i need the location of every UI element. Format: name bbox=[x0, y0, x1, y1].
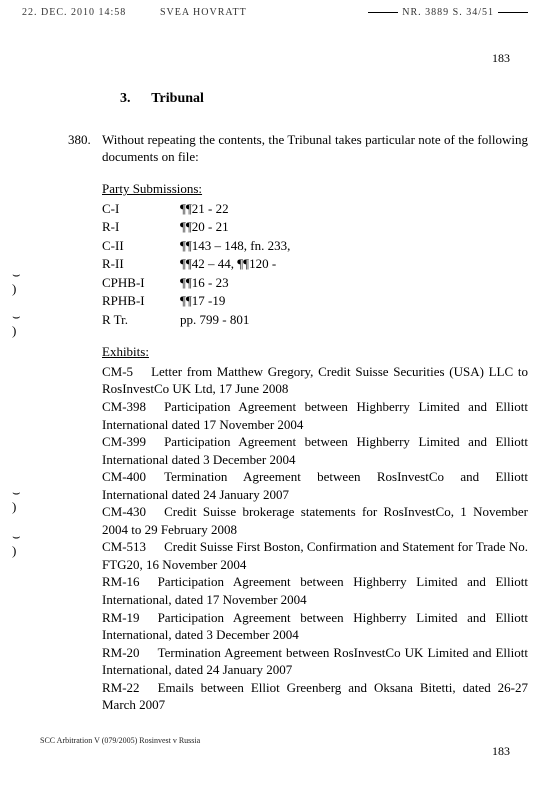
sub-key: C-I bbox=[102, 200, 180, 219]
exhibit-row: CM-5Letter from Matthew Gregory, Credit … bbox=[102, 363, 528, 398]
exhibit-val: Participation Agreement between Highberr… bbox=[102, 434, 528, 467]
exhibit-key: RM-16 bbox=[102, 574, 140, 589]
sub-val: ¶¶42 – 44, ¶¶120 - bbox=[180, 255, 296, 274]
margin-mark: ⌣ ) bbox=[12, 268, 21, 297]
fax-from: SVEA HOVRATT bbox=[160, 6, 247, 20]
exhibit-key: CM-513 bbox=[102, 539, 146, 554]
exhibit-key: RM-19 bbox=[102, 610, 140, 625]
party-submissions-block: Party Submissions: C-I¶¶21 - 22 R-I¶¶20 … bbox=[102, 180, 528, 329]
table-row: C-II¶¶143 – 148, fn. 233, bbox=[102, 237, 296, 256]
section-number: 3. bbox=[120, 90, 148, 109]
party-submissions-table: C-I¶¶21 - 22 R-I¶¶20 - 21 C-II¶¶143 – 14… bbox=[102, 200, 296, 330]
footer-citation: SCC Arbitration V (079/2005) Rosinvest v… bbox=[40, 736, 200, 747]
exhibit-row: RM-19Participation Agreement between Hig… bbox=[102, 609, 528, 644]
section-heading: 3. Tribunal bbox=[120, 90, 528, 109]
exhibit-val: Credit Suisse First Boston, Confirmation… bbox=[102, 539, 528, 572]
exhibit-key: CM-5 bbox=[102, 364, 133, 379]
paragraph-number: 380. bbox=[68, 131, 102, 166]
exhibit-val: Participation Agreement between Highberr… bbox=[102, 610, 528, 643]
document-page: 22. DEC. 2010 14:58 SVEA HOVRATT NR. 388… bbox=[0, 0, 558, 789]
exhibit-row: RM-16Participation Agreement between Hig… bbox=[102, 573, 528, 608]
table-row: RPHB-I¶¶17 -19 bbox=[102, 292, 296, 311]
exhibit-row: RM-22Emails between Elliot Greenberg and… bbox=[102, 679, 528, 714]
margin-mark: ⌣ ) bbox=[12, 530, 21, 559]
exhibit-val: Participation Agreement between Highberr… bbox=[102, 574, 528, 607]
sub-key: R-I bbox=[102, 218, 180, 237]
party-submissions-heading: Party Submissions: bbox=[102, 180, 528, 198]
sub-key: R-II bbox=[102, 255, 180, 274]
exhibit-key: CM-398 bbox=[102, 399, 146, 414]
exhibit-val: Participation Agreement between Highberr… bbox=[102, 399, 528, 432]
sub-val: ¶¶20 - 21 bbox=[180, 218, 296, 237]
exhibit-val: Termination Agreement between RosInvestC… bbox=[102, 469, 528, 502]
fax-date: 22. DEC. 2010 14:58 bbox=[22, 6, 126, 20]
sub-val: ¶¶16 - 23 bbox=[180, 274, 296, 293]
table-row: C-I¶¶21 - 22 bbox=[102, 200, 296, 219]
table-row: R Tr.pp. 799 - 801 bbox=[102, 311, 296, 330]
exhibit-val: Emails between Elliot Greenberg and Oksa… bbox=[102, 680, 528, 713]
sub-key: R Tr. bbox=[102, 311, 180, 330]
sub-key: RPHB-I bbox=[102, 292, 180, 311]
exhibit-key: CM-400 bbox=[102, 469, 146, 484]
exhibit-row: CM-399Participation Agreement between Hi… bbox=[102, 433, 528, 468]
fax-header: 22. DEC. 2010 14:58 SVEA HOVRATT NR. 388… bbox=[0, 6, 558, 26]
exhibits-block: Exhibits: CM-5Letter from Matthew Gregor… bbox=[102, 343, 528, 713]
sub-key: CPHB-I bbox=[102, 274, 180, 293]
sub-val: ¶¶21 - 22 bbox=[180, 200, 296, 219]
paragraph-text: Without repeating the contents, the Trib… bbox=[102, 131, 528, 166]
exhibit-val: Credit Suisse brokerage statements for R… bbox=[102, 504, 528, 537]
table-row: CPHB-I¶¶16 - 23 bbox=[102, 274, 296, 293]
sub-val: ¶¶143 – 148, fn. 233, bbox=[180, 237, 296, 256]
exhibit-row: CM-513Credit Suisse First Boston, Confir… bbox=[102, 538, 528, 573]
exhibit-val: Letter from Matthew Gregory, Credit Suis… bbox=[102, 364, 528, 397]
exhibit-key: CM-430 bbox=[102, 504, 146, 519]
sub-key: C-II bbox=[102, 237, 180, 256]
page-number-top: 183 bbox=[492, 50, 510, 66]
margin-mark: ⌣ ) bbox=[12, 310, 21, 339]
exhibit-row: CM-430Credit Suisse brokerage statements… bbox=[102, 503, 528, 538]
table-row: R-I¶¶20 - 21 bbox=[102, 218, 296, 237]
sub-val: pp. 799 - 801 bbox=[180, 311, 296, 330]
exhibit-key: RM-22 bbox=[102, 680, 140, 695]
paragraph-380: 380. Without repeating the contents, the… bbox=[68, 131, 528, 166]
exhibits-heading: Exhibits: bbox=[102, 343, 528, 361]
margin-mark: ⌣ ) bbox=[12, 486, 21, 515]
sub-val: ¶¶17 -19 bbox=[180, 292, 296, 311]
exhibit-row: CM-400Termination Agreement between RosI… bbox=[102, 468, 528, 503]
exhibit-val: Termination Agreement between RosInvestC… bbox=[102, 645, 528, 678]
exhibit-row: CM-398Participation Agreement between Hi… bbox=[102, 398, 528, 433]
page-number-bottom: 183 bbox=[492, 743, 510, 759]
table-row: R-II¶¶42 – 44, ¶¶120 - bbox=[102, 255, 296, 274]
exhibit-row: RM-20Termination Agreement between RosIn… bbox=[102, 644, 528, 679]
section-title: Tribunal bbox=[151, 91, 204, 106]
fax-number: NR. 3889 S. 34/51 bbox=[368, 6, 528, 20]
exhibit-key: CM-399 bbox=[102, 434, 146, 449]
exhibit-key: RM-20 bbox=[102, 645, 140, 660]
